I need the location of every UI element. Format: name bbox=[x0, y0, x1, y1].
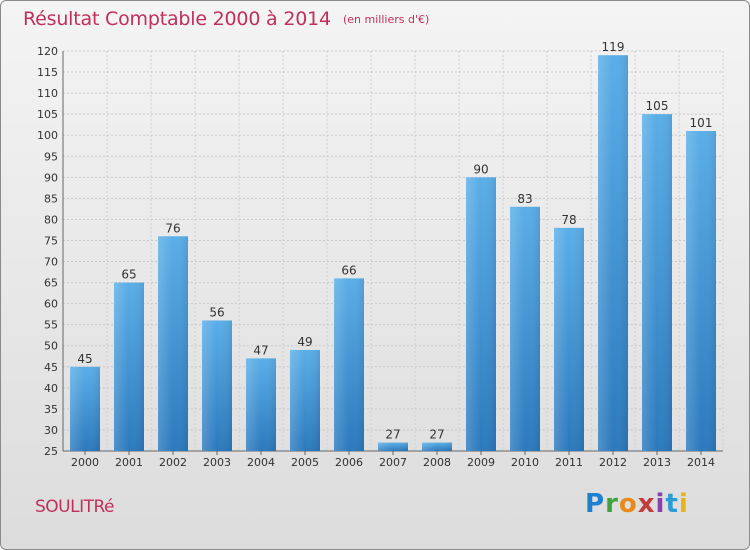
x-tick-label: 2008 bbox=[423, 456, 451, 469]
bar-shine bbox=[510, 206, 540, 451]
bar-shine bbox=[290, 349, 320, 451]
x-tick-label: 2010 bbox=[511, 456, 539, 469]
y-tick-label: 105 bbox=[37, 108, 58, 121]
y-tick-label: 100 bbox=[37, 129, 58, 142]
bar-shine bbox=[246, 358, 276, 451]
bar-shine bbox=[202, 320, 232, 451]
data-label: 49 bbox=[297, 335, 312, 349]
bar-shine bbox=[554, 227, 584, 451]
y-tick-label: 25 bbox=[44, 445, 58, 458]
y-tick-label: 35 bbox=[44, 403, 58, 416]
data-label: 27 bbox=[385, 428, 400, 442]
logo-letter: P bbox=[585, 489, 606, 519]
y-tick-label: 70 bbox=[44, 256, 58, 269]
bar-shine bbox=[422, 442, 452, 451]
x-tick-label: 2003 bbox=[203, 456, 231, 469]
y-tick-label: 65 bbox=[44, 277, 58, 290]
y-tick-label: 115 bbox=[37, 66, 58, 79]
x-tick-label: 2014 bbox=[687, 456, 715, 469]
y-tick-label: 55 bbox=[44, 319, 58, 332]
logo-letter: t bbox=[665, 489, 679, 519]
data-label: 119 bbox=[602, 40, 625, 54]
bar-shine bbox=[334, 278, 364, 451]
data-label: 45 bbox=[77, 352, 92, 366]
bar-shine bbox=[466, 177, 496, 451]
data-label: 83 bbox=[517, 192, 532, 206]
y-tick-label: 95 bbox=[44, 150, 58, 163]
logo-letter: i bbox=[678, 489, 689, 519]
data-label: 76 bbox=[165, 221, 180, 235]
x-tick-label: 2011 bbox=[555, 456, 583, 469]
data-label: 105 bbox=[646, 99, 669, 113]
data-label: 65 bbox=[121, 268, 136, 282]
logo-letter: r bbox=[605, 489, 619, 519]
x-tick-label: 2005 bbox=[291, 456, 319, 469]
data-label: 101 bbox=[690, 116, 713, 130]
x-tick-label: 2007 bbox=[379, 456, 407, 469]
bar-shine bbox=[114, 282, 144, 451]
y-tick-label: 90 bbox=[44, 171, 58, 184]
y-tick-label: 120 bbox=[37, 45, 58, 58]
x-tick-label: 2013 bbox=[643, 456, 671, 469]
y-tick-label: 80 bbox=[44, 213, 58, 226]
y-tick-label: 85 bbox=[44, 192, 58, 205]
data-label: 78 bbox=[561, 213, 576, 227]
x-tick-label: 2001 bbox=[115, 456, 143, 469]
data-label: 47 bbox=[253, 343, 268, 357]
y-tick-label: 40 bbox=[44, 382, 58, 395]
data-label: 56 bbox=[209, 305, 224, 319]
x-tick-label: 2009 bbox=[467, 456, 495, 469]
bar-shine bbox=[70, 366, 100, 451]
town-name: SOULITRé bbox=[35, 497, 115, 517]
bar-shine bbox=[598, 55, 628, 452]
bar-shine bbox=[158, 236, 188, 451]
proxiti-logo: Proxiti bbox=[585, 489, 689, 519]
x-tick-label: 2004 bbox=[247, 456, 275, 469]
x-tick-label: 2012 bbox=[599, 456, 627, 469]
y-tick-label: 50 bbox=[44, 340, 58, 353]
bar-shine bbox=[686, 131, 716, 451]
x-tick-label: 2006 bbox=[335, 456, 363, 469]
y-tick-label: 45 bbox=[44, 361, 58, 374]
y-tick-label: 110 bbox=[37, 87, 58, 100]
x-tick-label: 2002 bbox=[159, 456, 187, 469]
logo-letter: i bbox=[655, 489, 666, 519]
y-tick-label: 75 bbox=[44, 234, 58, 247]
data-label: 27 bbox=[429, 428, 444, 442]
x-tick-label: 2000 bbox=[71, 456, 99, 469]
data-label: 90 bbox=[473, 162, 488, 176]
chart-subtitle: (en milliers d'€) bbox=[343, 13, 430, 26]
y-tick-label: 60 bbox=[44, 298, 58, 311]
y-tick-label: 30 bbox=[44, 424, 58, 437]
bar-shine bbox=[642, 114, 672, 451]
data-label: 66 bbox=[341, 263, 356, 277]
logo-letter: x bbox=[637, 489, 656, 519]
logo-letter: o bbox=[618, 489, 638, 519]
bar-shine bbox=[378, 442, 408, 451]
chart-title: Résultat Comptable 2000 à 2014 bbox=[23, 8, 331, 30]
